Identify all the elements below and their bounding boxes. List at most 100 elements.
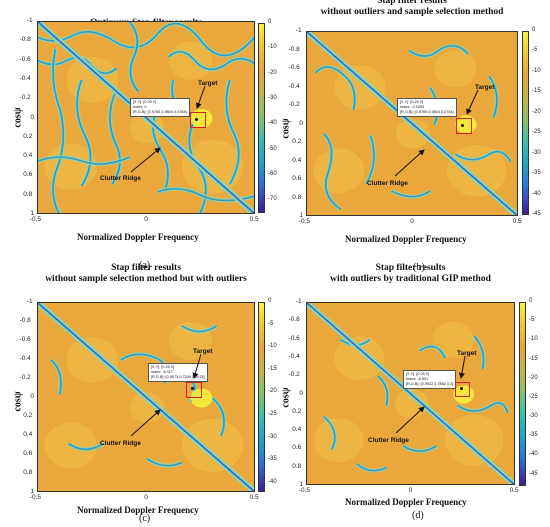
colorbar bbox=[522, 31, 529, 215]
x-axis-label: Normalized Doppler Frequency bbox=[345, 497, 467, 507]
y-tick-label: -0.6 bbox=[19, 55, 31, 63]
datatip: [X,Y]: [0.25 0] Index: -6.501 [R,G,B]: [0.… bbox=[403, 370, 457, 389]
heatmap-field bbox=[307, 32, 517, 215]
datatip-line: [R,G,B]: [0.9073 0.7200 0.2078] bbox=[151, 375, 205, 379]
colorbar-tick-label: -15 bbox=[532, 88, 541, 95]
colorbar-tick-label: -30 bbox=[532, 149, 541, 156]
heatmap-highlight bbox=[66, 337, 119, 383]
x-axis-label: Normalized Doppler Frequency bbox=[77, 232, 199, 242]
colorbar-tick-label: -35 bbox=[268, 456, 277, 463]
target-annotation: Target bbox=[193, 348, 213, 355]
x-tick-label: 0 bbox=[144, 494, 148, 501]
heatmap-field bbox=[307, 303, 514, 484]
null-contour bbox=[456, 402, 509, 413]
heatmap-plot bbox=[37, 302, 255, 492]
null-contour bbox=[181, 325, 218, 333]
null-contour bbox=[391, 190, 431, 198]
datatip: [X,Y]: [0.25 0] Index: 0 [R,G,B]: [0.9765 … bbox=[130, 98, 190, 117]
colorbar-tick-label: 0 bbox=[532, 27, 536, 33]
heatmap-plot bbox=[306, 31, 518, 216]
y-tick-label: 0.4 bbox=[23, 152, 33, 160]
y-tick-label: 0.6 bbox=[23, 450, 33, 457]
target-annotation: Target bbox=[457, 350, 477, 357]
clutter-ridge bbox=[307, 32, 517, 215]
y-tick-label: -0.8 bbox=[288, 45, 300, 53]
colorbar-tick-label: -30 bbox=[268, 433, 277, 440]
y-axis-label: cosψ bbox=[12, 107, 24, 128]
datatip-line: [X,Y]: [0.25 0] bbox=[151, 365, 175, 369]
y-axis-label: cosψ bbox=[280, 118, 292, 139]
null-contour bbox=[38, 156, 130, 165]
datatip-line: Index: -6.117 bbox=[151, 370, 173, 374]
chart-title: with outliers by traditional GIP method bbox=[330, 274, 491, 284]
x-tick-label: -0.5 bbox=[298, 218, 310, 225]
colorbar-tick-label: -20 bbox=[268, 69, 277, 76]
heatmap-plot bbox=[37, 21, 255, 214]
colorbar-tick-label: -35 bbox=[532, 170, 541, 177]
clutter-ridge bbox=[38, 303, 254, 491]
null-contour bbox=[454, 150, 512, 162]
y-tick-label: 0 bbox=[299, 119, 304, 127]
y-tick-label: -0.4 bbox=[288, 352, 300, 360]
clutter-ridge-annotation: Clutter Ridge bbox=[368, 437, 409, 444]
panel-caption: (d) bbox=[412, 510, 424, 521]
colorbar bbox=[258, 23, 265, 213]
heatmap-field bbox=[38, 22, 254, 213]
target-marker-box bbox=[186, 382, 202, 398]
null-contour bbox=[402, 445, 438, 452]
y-axis-label: cosψ bbox=[12, 391, 24, 412]
null-contour bbox=[38, 23, 254, 57]
colorbar-tick-label: -40 bbox=[532, 190, 541, 197]
y-tick-label: 0 bbox=[299, 389, 304, 397]
null-contour bbox=[323, 415, 336, 450]
null-contour bbox=[365, 135, 375, 185]
clutter-ridge-annotation: Clutter Ridge bbox=[367, 180, 408, 187]
y-tick-label: -1 bbox=[26, 298, 33, 305]
null-contour bbox=[109, 89, 121, 185]
null-contour bbox=[211, 397, 225, 437]
colorbar-tick-label: -5 bbox=[532, 47, 538, 54]
colorbar-tick-label: -40 bbox=[529, 451, 538, 458]
colorbar-tick-label: -10 bbox=[268, 44, 277, 51]
y-tick-label: 0.4 bbox=[23, 431, 33, 438]
null-contour bbox=[323, 133, 342, 211]
colorbar-tick-label: -20 bbox=[268, 388, 277, 395]
heatmap-plot bbox=[306, 302, 515, 485]
target-annotation: Target bbox=[198, 80, 218, 87]
y-tick-label: -0.8 bbox=[19, 36, 31, 44]
datatip: [X,Y]: [0.25 0] Index: -6.117 [R,G,B]: [0.… bbox=[148, 363, 208, 382]
x-tick-label: 0.5 bbox=[509, 487, 519, 494]
y-tick-label: 0.6 bbox=[23, 171, 33, 179]
heatmap-highlight bbox=[432, 321, 475, 358]
y-tick-label: 1 bbox=[30, 210, 35, 217]
colorbar-tick-label: -5 bbox=[268, 320, 274, 327]
null-contour bbox=[473, 335, 485, 370]
target-peak bbox=[190, 108, 213, 129]
chart-title: without outliers and sample selection me… bbox=[320, 7, 504, 17]
colorbar-tick-label: -25 bbox=[532, 129, 541, 136]
y-tick-label: 0.4 bbox=[292, 426, 302, 434]
y-tick-label: 0.8 bbox=[23, 469, 33, 476]
y-tick-label: -0.8 bbox=[19, 317, 31, 324]
chart-title: Stap filter results bbox=[377, 0, 447, 6]
colorbar-tick-label: -5 bbox=[529, 317, 535, 324]
colorbar-tick-label: -40 bbox=[268, 120, 277, 127]
x-axis-label: Normalized Doppler Frequency bbox=[77, 505, 199, 515]
colorbar-tick-label: -30 bbox=[268, 95, 277, 101]
target-point bbox=[195, 118, 198, 121]
null-contour bbox=[356, 463, 387, 472]
x-tick-label: -0.5 bbox=[29, 216, 41, 223]
x-axis-label: Normalized Doppler Frequency bbox=[345, 234, 467, 244]
null-contour bbox=[50, 359, 62, 395]
colorbar bbox=[258, 302, 265, 492]
heatmap-highlight bbox=[313, 418, 364, 463]
colorbar-tick-label: -20 bbox=[529, 374, 538, 381]
colorbar bbox=[519, 302, 526, 486]
y-tick-label: 0.8 bbox=[292, 193, 302, 201]
colorbar-tick-label: -10 bbox=[532, 67, 541, 74]
colorbar-tick-label: -20 bbox=[532, 108, 541, 115]
target-point bbox=[191, 387, 194, 390]
x-tick-label: 0.5 bbox=[249, 216, 259, 223]
y-tick-label: 0.2 bbox=[292, 138, 302, 145]
colorbar-tick-label: 0 bbox=[268, 19, 272, 25]
